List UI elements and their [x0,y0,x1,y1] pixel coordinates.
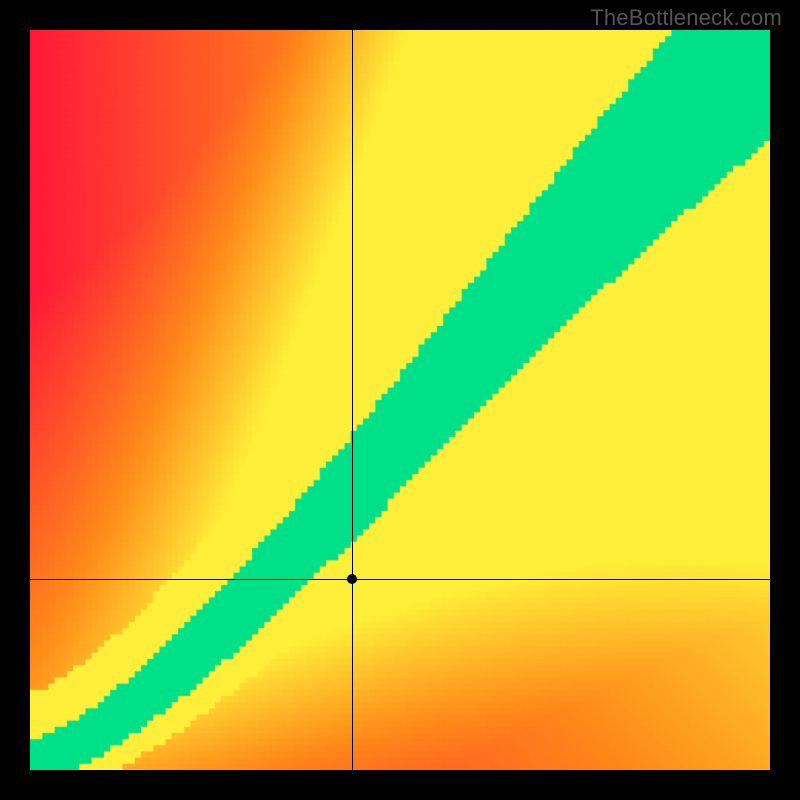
crosshair-horizontal [30,579,770,580]
plot-area [30,30,770,770]
watermark-text: TheBottleneck.com [590,5,782,31]
crosshair-vertical [352,30,353,770]
heatmap-canvas [30,30,770,770]
chart-frame: TheBottleneck.com [0,0,800,800]
marker-dot [347,574,357,584]
